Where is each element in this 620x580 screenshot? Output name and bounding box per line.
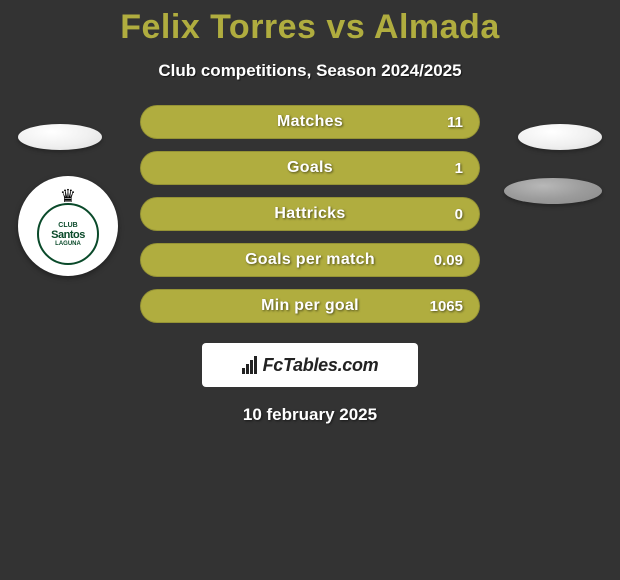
stat-value: 0.09 — [434, 252, 463, 269]
stat-value: 1 — [455, 160, 463, 177]
stat-value: 0 — [455, 206, 463, 223]
decorative-ellipse-left-1 — [18, 124, 102, 150]
stat-label: Goals — [287, 159, 333, 177]
decorative-ellipse-right-1 — [518, 124, 602, 150]
stat-bar: Goals 1 — [140, 151, 480, 185]
date-label: 10 february 2025 — [0, 405, 620, 425]
stat-value: 11 — [447, 114, 463, 131]
bar-chart-icon — [242, 356, 257, 374]
stat-label: Goals per match — [245, 251, 375, 269]
stat-bar: Min per goal 1065 — [140, 289, 480, 323]
stat-bar: Goals per match 0.09 — [140, 243, 480, 277]
stat-label: Hattricks — [274, 205, 345, 223]
badge-line2: Santos — [51, 229, 85, 241]
decorative-ellipse-right-2 — [504, 178, 602, 204]
stat-label: Min per goal — [261, 297, 359, 315]
stat-bar: Hattricks 0 — [140, 197, 480, 231]
stat-value: 1065 — [430, 298, 463, 315]
stat-row: Min per goal 1065 — [0, 289, 620, 323]
fctables-attribution: FcTables.com — [202, 343, 418, 387]
subtitle: Club competitions, Season 2024/2025 — [0, 61, 620, 81]
club-badge-santos: ♛ CLUB Santos LAGUNA — [18, 176, 118, 276]
stat-bar: Matches 11 — [140, 105, 480, 139]
badge-line1: CLUB — [58, 222, 77, 229]
fctables-label: FcTables.com — [263, 355, 379, 376]
badge-inner-ring: CLUB Santos LAGUNA — [37, 203, 99, 265]
page-title: Felix Torres vs Almada — [0, 0, 620, 47]
stat-label: Matches — [277, 113, 343, 131]
badge-line3: LAGUNA — [55, 241, 81, 247]
